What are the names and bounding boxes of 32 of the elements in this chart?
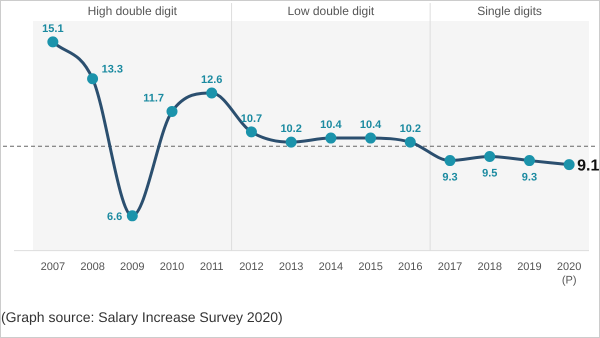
data-label: 11.7 [143, 92, 164, 104]
text: (Graph source: Salary Increase Survey 2020) [1, 309, 283, 325]
x-tick-label: 2007 [40, 261, 66, 274]
data-label: 10.4 [360, 119, 382, 132]
x-tick-label: 2013 [278, 261, 304, 274]
x-tick-label: 2009 [120, 261, 145, 274]
data-label: 13.3 [102, 64, 123, 76]
x-tick-label: 2008 [80, 261, 105, 274]
data-label: 9.3 [442, 172, 458, 184]
x-tick-label: 2020 (P) [556, 261, 582, 286]
x-tick-label: 2017 [438, 261, 462, 274]
x-tick-label: 2019 [517, 261, 542, 274]
data-label: 6.6 [106, 210, 122, 223]
data-label: 9.3 [522, 172, 538, 184]
band-label: High double digit [88, 4, 178, 18]
x-tick-label: 2011 [200, 261, 224, 274]
data-label: 10.4 [320, 119, 342, 132]
data-label: 15.1 [42, 22, 64, 35]
data-label: 9.1 [577, 158, 600, 175]
x-tick-label: 2010 [160, 261, 184, 274]
x-tick-label: 2015 [358, 261, 383, 274]
x-tick-label: 2014 [318, 261, 344, 274]
x-tick-label: 2016 [398, 261, 423, 274]
band-label: Low double digit [287, 4, 375, 18]
data-label: 9.5 [482, 167, 498, 180]
x-tick-label: 2018 [477, 261, 502, 274]
data-label: 10.7 [240, 112, 262, 125]
band-label: Single digits [477, 4, 542, 18]
data-label: 10.2 [280, 123, 302, 136]
data-label: 10.2 [400, 123, 421, 136]
x-tick-label: 2012 [239, 261, 264, 274]
data-label: 12.6 [201, 74, 222, 86]
